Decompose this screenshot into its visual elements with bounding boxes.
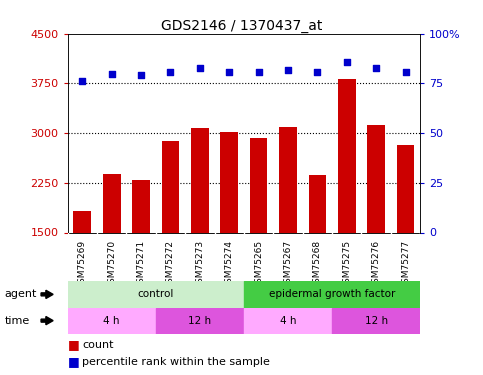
Text: GSM75274: GSM75274	[225, 240, 234, 289]
Text: GSM75276: GSM75276	[371, 240, 381, 289]
Bar	[103, 174, 120, 232]
Text: ■: ■	[68, 339, 79, 351]
Bar	[244, 281, 420, 308]
Text: count: count	[82, 340, 114, 350]
Text: GSM75268: GSM75268	[313, 240, 322, 289]
Bar	[279, 127, 297, 232]
Point	[255, 69, 262, 75]
Point	[167, 69, 174, 75]
Text: GSM75267: GSM75267	[284, 240, 293, 289]
Bar	[220, 132, 238, 232]
Point	[196, 64, 204, 70]
Bar	[156, 308, 244, 334]
Bar	[250, 138, 268, 232]
Text: GSM75275: GSM75275	[342, 240, 351, 289]
Text: ■: ■	[68, 356, 79, 368]
Point	[313, 69, 321, 75]
Text: GSM75277: GSM75277	[401, 240, 410, 289]
Bar	[191, 128, 209, 232]
Bar	[68, 281, 244, 308]
Text: 12 h: 12 h	[188, 316, 212, 326]
Point	[284, 66, 292, 72]
Text: control: control	[138, 290, 174, 299]
Text: epidermal growth factor: epidermal growth factor	[269, 290, 395, 299]
Bar	[132, 180, 150, 232]
Bar	[73, 211, 91, 232]
Bar	[338, 79, 355, 232]
Bar	[244, 308, 332, 334]
Text: GSM75265: GSM75265	[254, 240, 263, 289]
Text: GSM75269: GSM75269	[78, 240, 87, 289]
Point	[343, 58, 351, 64]
Bar	[309, 175, 326, 232]
Point	[226, 69, 233, 75]
Bar	[332, 308, 420, 334]
Bar	[367, 124, 385, 232]
Text: 4 h: 4 h	[103, 316, 120, 326]
Text: percentile rank within the sample: percentile rank within the sample	[82, 357, 270, 367]
Bar	[68, 308, 156, 334]
Bar	[397, 145, 414, 232]
Point	[78, 78, 86, 84]
Text: GSM75273: GSM75273	[195, 240, 204, 289]
Text: GSM75271: GSM75271	[137, 240, 145, 289]
Text: GSM75272: GSM75272	[166, 240, 175, 289]
Point	[402, 69, 410, 75]
Point	[108, 70, 115, 76]
Text: GDS2146 / 1370437_at: GDS2146 / 1370437_at	[161, 19, 322, 33]
Text: GSM75270: GSM75270	[107, 240, 116, 289]
Text: 12 h: 12 h	[365, 316, 388, 326]
Text: agent: agent	[5, 290, 37, 299]
Text: time: time	[5, 316, 30, 326]
Point	[372, 64, 380, 70]
Point	[137, 72, 145, 78]
Text: 4 h: 4 h	[280, 316, 296, 326]
Bar	[162, 141, 179, 232]
